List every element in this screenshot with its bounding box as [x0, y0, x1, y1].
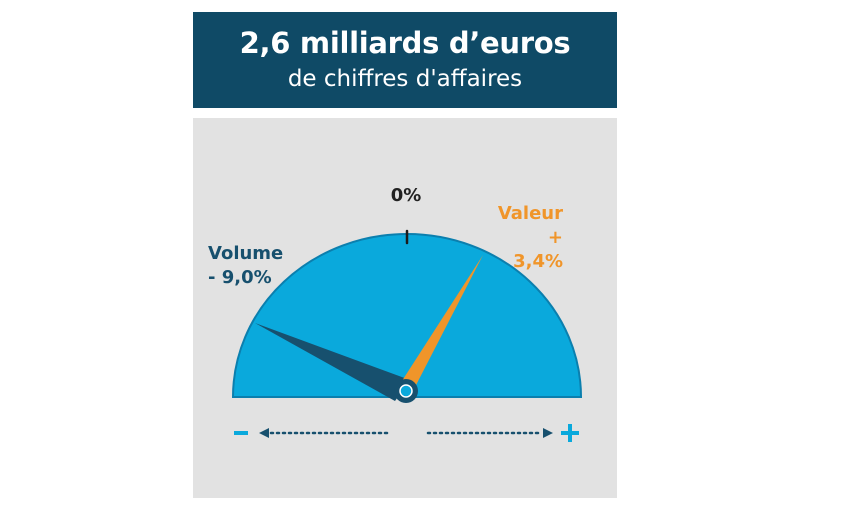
plus-icon-v — [568, 424, 572, 442]
infographic-card: 2,6 milliards d’euros de chiffres d'affa… — [193, 12, 617, 498]
volume-value: - 9,0% — [208, 267, 272, 288]
left-arrow-head — [259, 428, 269, 438]
zero-label: 0% — [390, 185, 422, 206]
volume-needle — [255, 323, 410, 401]
headline-subtitle: de chiffres d'affaires — [287, 66, 523, 92]
minus-icon — [234, 431, 248, 435]
valeur-value: + 3,4% — [513, 227, 563, 272]
valeur-label: Valeur + 3,4% — [493, 202, 563, 274]
volume-label: Volume - 9,0% — [208, 242, 283, 290]
volume-name: Volume — [208, 243, 284, 264]
valeur-needle — [400, 255, 483, 389]
right-arrow-head — [543, 428, 553, 438]
gauge-panel: 0% Volume - 9,0% Valeur + 3,4% — [193, 118, 617, 498]
needle-hub-center — [399, 384, 413, 398]
valeur-name: Valeur — [497, 203, 563, 224]
header-banner: 2,6 milliards d’euros de chiffres d'affa… — [193, 12, 617, 108]
gauge-graphic — [231, 229, 583, 442]
headline-title: 2,6 milliards d’euros — [239, 26, 571, 60]
